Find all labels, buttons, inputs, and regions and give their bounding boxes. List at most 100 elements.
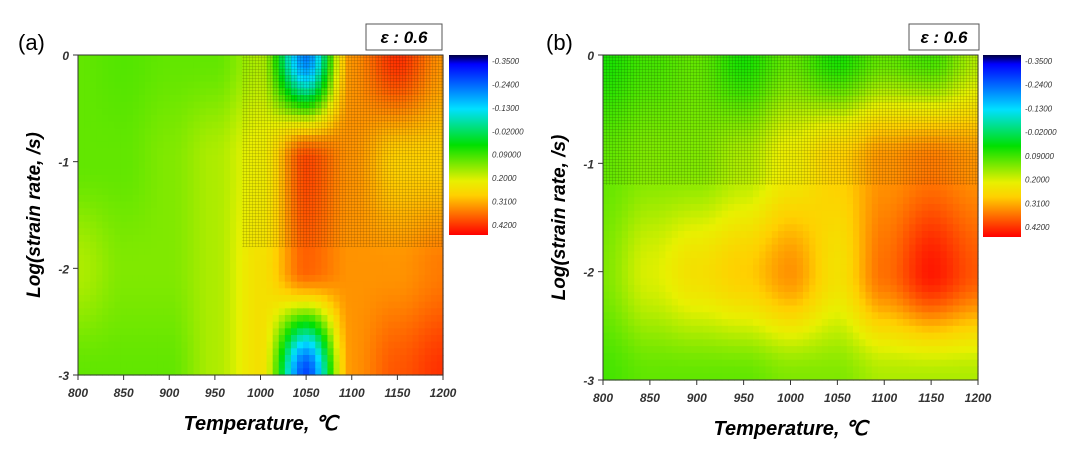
heatmap-cell (188, 68, 195, 75)
heatmap-cell (212, 328, 219, 335)
heatmap-cell (841, 258, 848, 265)
heatmap-cell (121, 302, 128, 309)
heatmap-cell (400, 362, 407, 369)
heatmap-cell (157, 202, 164, 209)
heatmap-cell (78, 222, 85, 229)
heatmap-cell (224, 268, 231, 275)
heatmap-cell (78, 255, 85, 262)
heatmap-cell (941, 231, 948, 238)
heatmap-cell (200, 82, 207, 89)
heatmap-cell (212, 302, 219, 309)
heatmap-cell (127, 115, 134, 122)
heatmap-cell (909, 197, 916, 204)
heatmap-cell (212, 262, 219, 269)
heatmap-cell (672, 258, 679, 265)
heatmap-cell (903, 238, 910, 245)
heatmap-cell (697, 238, 704, 245)
heatmap-cell (169, 235, 176, 242)
heatmap-cell (102, 62, 109, 69)
heatmap-cell (133, 168, 140, 175)
heatmap-cell (145, 355, 152, 362)
heatmap-cell (346, 362, 353, 369)
heatmap-cell (352, 275, 359, 282)
heatmap-cell (778, 204, 785, 211)
heatmap-cell (884, 224, 891, 231)
heatmap-cell (622, 218, 629, 225)
heatmap-cell (157, 348, 164, 355)
heatmap-cell (909, 272, 916, 279)
heatmap-cell (267, 268, 274, 275)
heatmap-cell (407, 355, 414, 362)
heatmap-cell (139, 215, 146, 222)
heatmap-cell (334, 362, 341, 369)
heatmap-cell (828, 238, 835, 245)
heatmap-cell (90, 102, 97, 109)
heatmap-cell (218, 335, 225, 342)
heatmap-cell (115, 82, 122, 89)
heatmap-cell (791, 245, 798, 252)
heatmap-cell (96, 188, 103, 195)
heatmap-cell (102, 308, 109, 315)
heatmap-cell (102, 175, 109, 182)
heatmap-cell (194, 302, 201, 309)
heatmap-cell (194, 322, 201, 329)
heatmap-cell (847, 238, 854, 245)
heatmap-cell (108, 255, 115, 262)
heatmap-cell (115, 122, 122, 129)
heatmap-cell (108, 148, 115, 155)
heatmap-cell (628, 218, 635, 225)
heatmap-cell (218, 315, 225, 322)
heatmap-cell (90, 122, 97, 129)
heatmap-cell (352, 322, 359, 329)
heatmap-cell (212, 135, 219, 142)
heatmap-cell (747, 272, 754, 279)
x-tick-label: 1200 (430, 386, 457, 400)
heatmap-cell (273, 282, 280, 289)
heatmap-cell (224, 302, 231, 309)
heatmap-cell (108, 55, 115, 62)
heatmap-cell (151, 128, 158, 135)
heatmap-cell (254, 315, 261, 322)
heatmap-cell (609, 204, 616, 211)
heatmap-cell (157, 55, 164, 62)
heatmap-cell (96, 288, 103, 295)
heatmap-cell (659, 211, 666, 218)
heatmap-cell (206, 348, 213, 355)
heatmap-cell (127, 168, 134, 175)
heatmap-cell (224, 175, 231, 182)
heatmap-cell (934, 211, 941, 218)
heatmap-cell (175, 275, 182, 282)
heatmap-cell (84, 115, 91, 122)
heatmap-cell (102, 202, 109, 209)
heatmap-cell (909, 278, 916, 285)
heatmap-cell (90, 88, 97, 95)
heatmap-cell (115, 182, 122, 189)
heatmap-cell (419, 342, 426, 349)
heatmap-cell (425, 295, 432, 302)
heatmap-cell (115, 242, 122, 249)
heatmap-cell (878, 251, 885, 258)
heatmap-cell (84, 102, 91, 109)
heatmap-cell (145, 322, 152, 329)
heatmap-cell (297, 288, 304, 295)
heatmap-cell (181, 322, 188, 329)
heatmap-cell (419, 295, 426, 302)
heatmap-cell (315, 262, 322, 269)
heatmap-cell (346, 302, 353, 309)
heatmap-cell (236, 175, 243, 182)
heatmap-cell (922, 251, 929, 258)
heatmap-cell (151, 142, 158, 149)
heatmap-cell (169, 242, 176, 249)
heatmap-cell (419, 355, 426, 362)
heatmap-cell (803, 278, 810, 285)
heatmap-cell (891, 197, 898, 204)
heatmap-cell (127, 342, 134, 349)
heatmap-cell (841, 231, 848, 238)
heatmap-cell (90, 182, 97, 189)
heatmap-cell (419, 268, 426, 275)
heatmap-cell (90, 308, 97, 315)
heatmap-cell (212, 108, 219, 115)
heatmap-cell (897, 197, 904, 204)
heatmap-cell (641, 231, 648, 238)
heatmap-cell (84, 242, 91, 249)
